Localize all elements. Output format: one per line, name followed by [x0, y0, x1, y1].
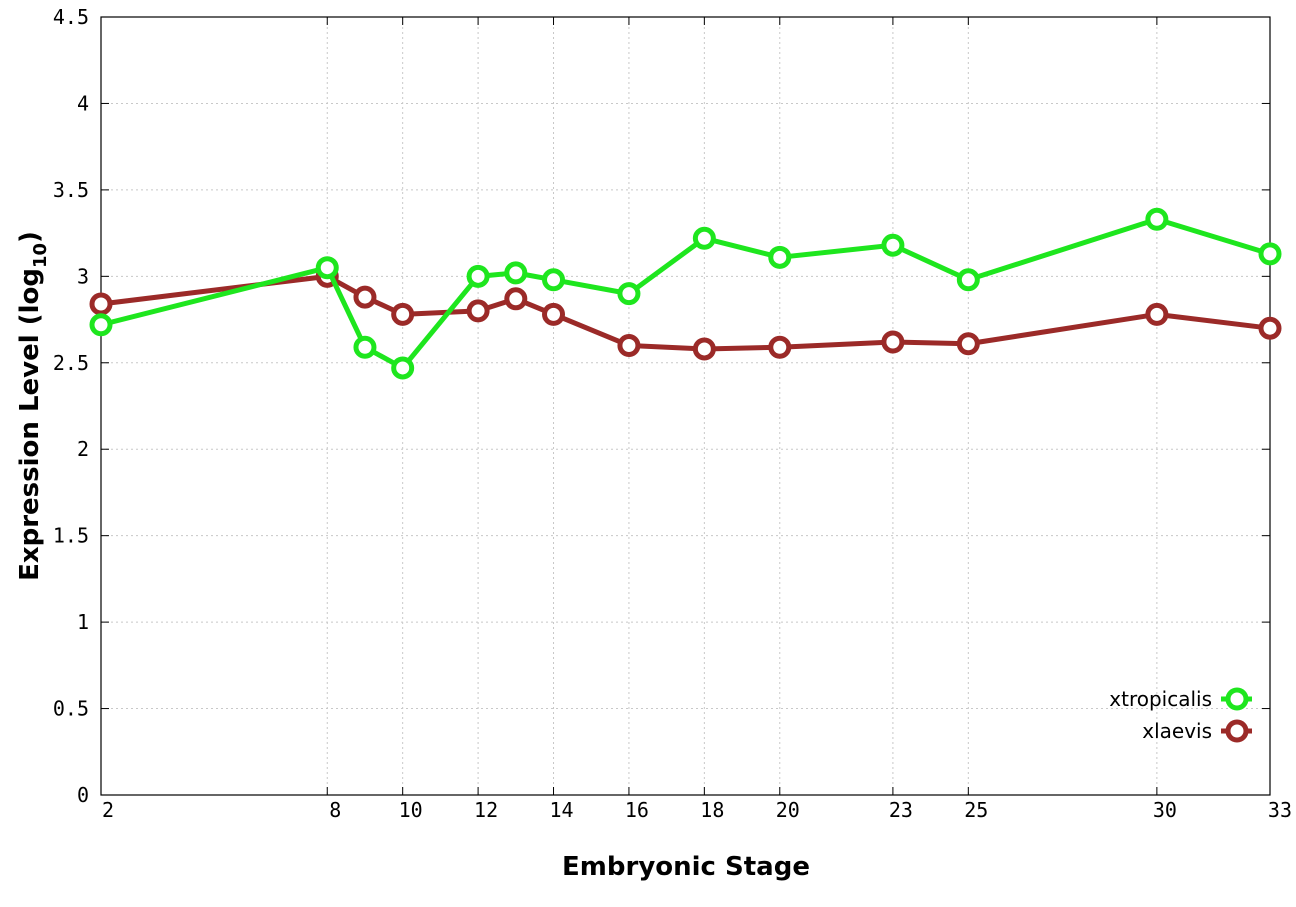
legend-swatch-marker [1225, 719, 1249, 743]
data-point [617, 333, 641, 357]
data-point [542, 302, 566, 326]
data-point [1145, 207, 1169, 231]
data-point [692, 226, 716, 250]
data-point [89, 292, 113, 316]
plot-frame [100, 16, 1271, 796]
data-point [466, 264, 490, 288]
data-point [1145, 302, 1169, 326]
x-tick-label: 8 [329, 798, 341, 822]
data-point [542, 268, 566, 292]
y-tick-label: 4.5 [53, 5, 89, 29]
data-point [1258, 316, 1282, 340]
y-tick-label: 4 [77, 91, 89, 115]
x-tick-label: 10 [399, 798, 423, 822]
y-tick-label: 0.5 [53, 697, 89, 721]
x-tick-label: 14 [549, 798, 573, 822]
data-point [1258, 242, 1282, 266]
x-tick-label: 25 [964, 798, 988, 822]
y-axis-title: Expression Level (log10) [15, 231, 51, 581]
y-axis-ticks: 0 0.5 1 1.5 2 2.5 3 3.5 4 4.5 [53, 5, 1270, 807]
legend-item-xtropicalis: xtropicalis [1109, 687, 1252, 711]
legend-item-xlaevis: xlaevis [1142, 719, 1252, 743]
grid-lines [101, 17, 1270, 795]
data-point [89, 313, 113, 337]
y-axis-title-subscript: 10 [30, 243, 51, 268]
y-tick-label: 2.5 [53, 351, 89, 375]
data-point [353, 335, 377, 359]
data-point [692, 337, 716, 361]
x-tick-label: 23 [889, 798, 913, 822]
x-axis-ticks: 2 8 10 12 14 16 18 20 23 25 30 33 [100, 17, 1292, 822]
data-point [956, 268, 980, 292]
data-point [881, 330, 905, 354]
data-point [391, 302, 415, 326]
legend-swatch-marker [1225, 687, 1249, 711]
data-point [956, 332, 980, 356]
legend-label: xlaevis [1142, 719, 1212, 743]
y-axis-title-close: ) [15, 231, 45, 243]
y-tick-label: 0 [77, 783, 89, 807]
data-point [315, 256, 339, 280]
series-xtropicalis [89, 207, 1282, 380]
data-point [768, 245, 792, 269]
x-tick-label: 12 [474, 798, 498, 822]
series-line [100, 273, 1271, 352]
data-point [353, 285, 377, 309]
y-tick-label: 3 [77, 264, 89, 288]
x-tick-label: 33 [1268, 798, 1292, 822]
y-tick-label: 3.5 [53, 178, 89, 202]
data-point [466, 299, 490, 323]
y-tick-label: 1.5 [53, 524, 89, 548]
y-tick-label: 2 [77, 437, 89, 461]
y-axis-title-main: Expression Level (log [15, 268, 45, 581]
data-point [768, 335, 792, 359]
data-point [881, 233, 905, 257]
series-xlaevis [89, 264, 1282, 361]
x-tick-label: 2 [102, 798, 114, 822]
series-layer [89, 207, 1282, 380]
x-tick-label: 18 [700, 798, 724, 822]
x-axis-title: Embryonic Stage [562, 852, 810, 882]
x-tick-label: 16 [625, 798, 649, 822]
data-point [391, 356, 415, 380]
y-tick-label: 1 [77, 610, 89, 634]
x-tick-label: 20 [776, 798, 800, 822]
legend-label: xtropicalis [1109, 687, 1212, 711]
legend: xtropicalis xlaevis [1109, 687, 1252, 743]
x-tick-label: 30 [1153, 798, 1177, 822]
data-point [504, 261, 528, 285]
data-point [617, 282, 641, 306]
data-point [504, 287, 528, 311]
